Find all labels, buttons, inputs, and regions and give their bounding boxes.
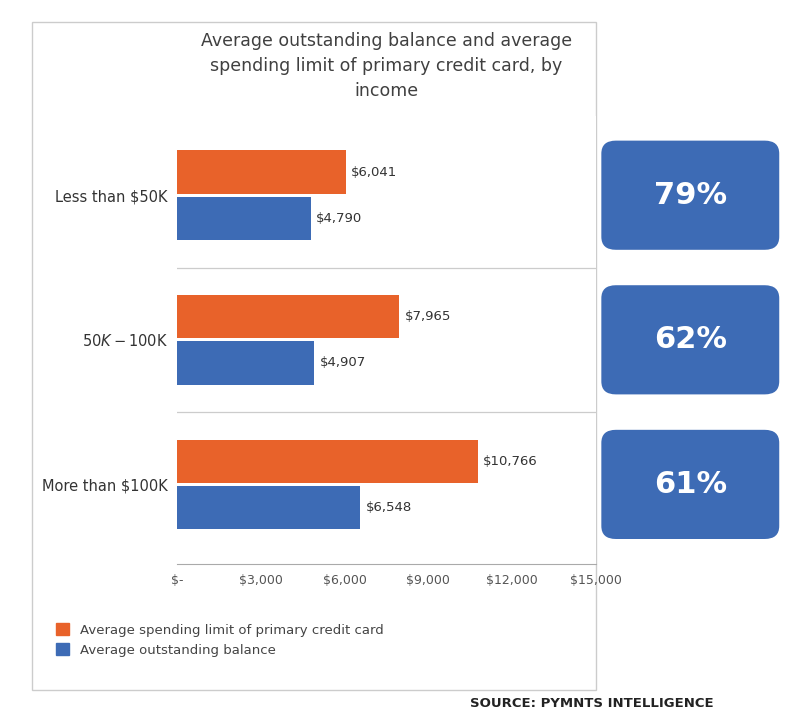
Bar	[177, 440, 477, 483]
Text: 62%: 62%	[654, 325, 727, 354]
Text: 61%: 61%	[654, 470, 727, 499]
Bar	[177, 295, 399, 338]
Title: Average outstanding balance and average
spending limit of primary credit card, b: Average outstanding balance and average …	[200, 33, 572, 100]
Text: $6,041: $6,041	[351, 166, 398, 179]
Text: $10,766: $10,766	[483, 455, 538, 468]
Text: 79%: 79%	[654, 181, 727, 210]
Text: SOURCE: PYMNTS INTELLIGENCE: SOURCE: PYMNTS INTELLIGENCE	[470, 697, 713, 710]
Bar	[177, 486, 360, 529]
Bar	[177, 341, 314, 385]
Bar	[177, 197, 311, 240]
Text: $6,548: $6,548	[365, 501, 411, 514]
Text: $4,907: $4,907	[320, 356, 365, 369]
Text: $7,965: $7,965	[405, 310, 452, 323]
Bar	[177, 150, 345, 194]
Text: $4,790: $4,790	[316, 212, 362, 225]
Legend: Average spending limit of primary credit card, Average outstanding balance: Average spending limit of primary credit…	[51, 618, 389, 662]
